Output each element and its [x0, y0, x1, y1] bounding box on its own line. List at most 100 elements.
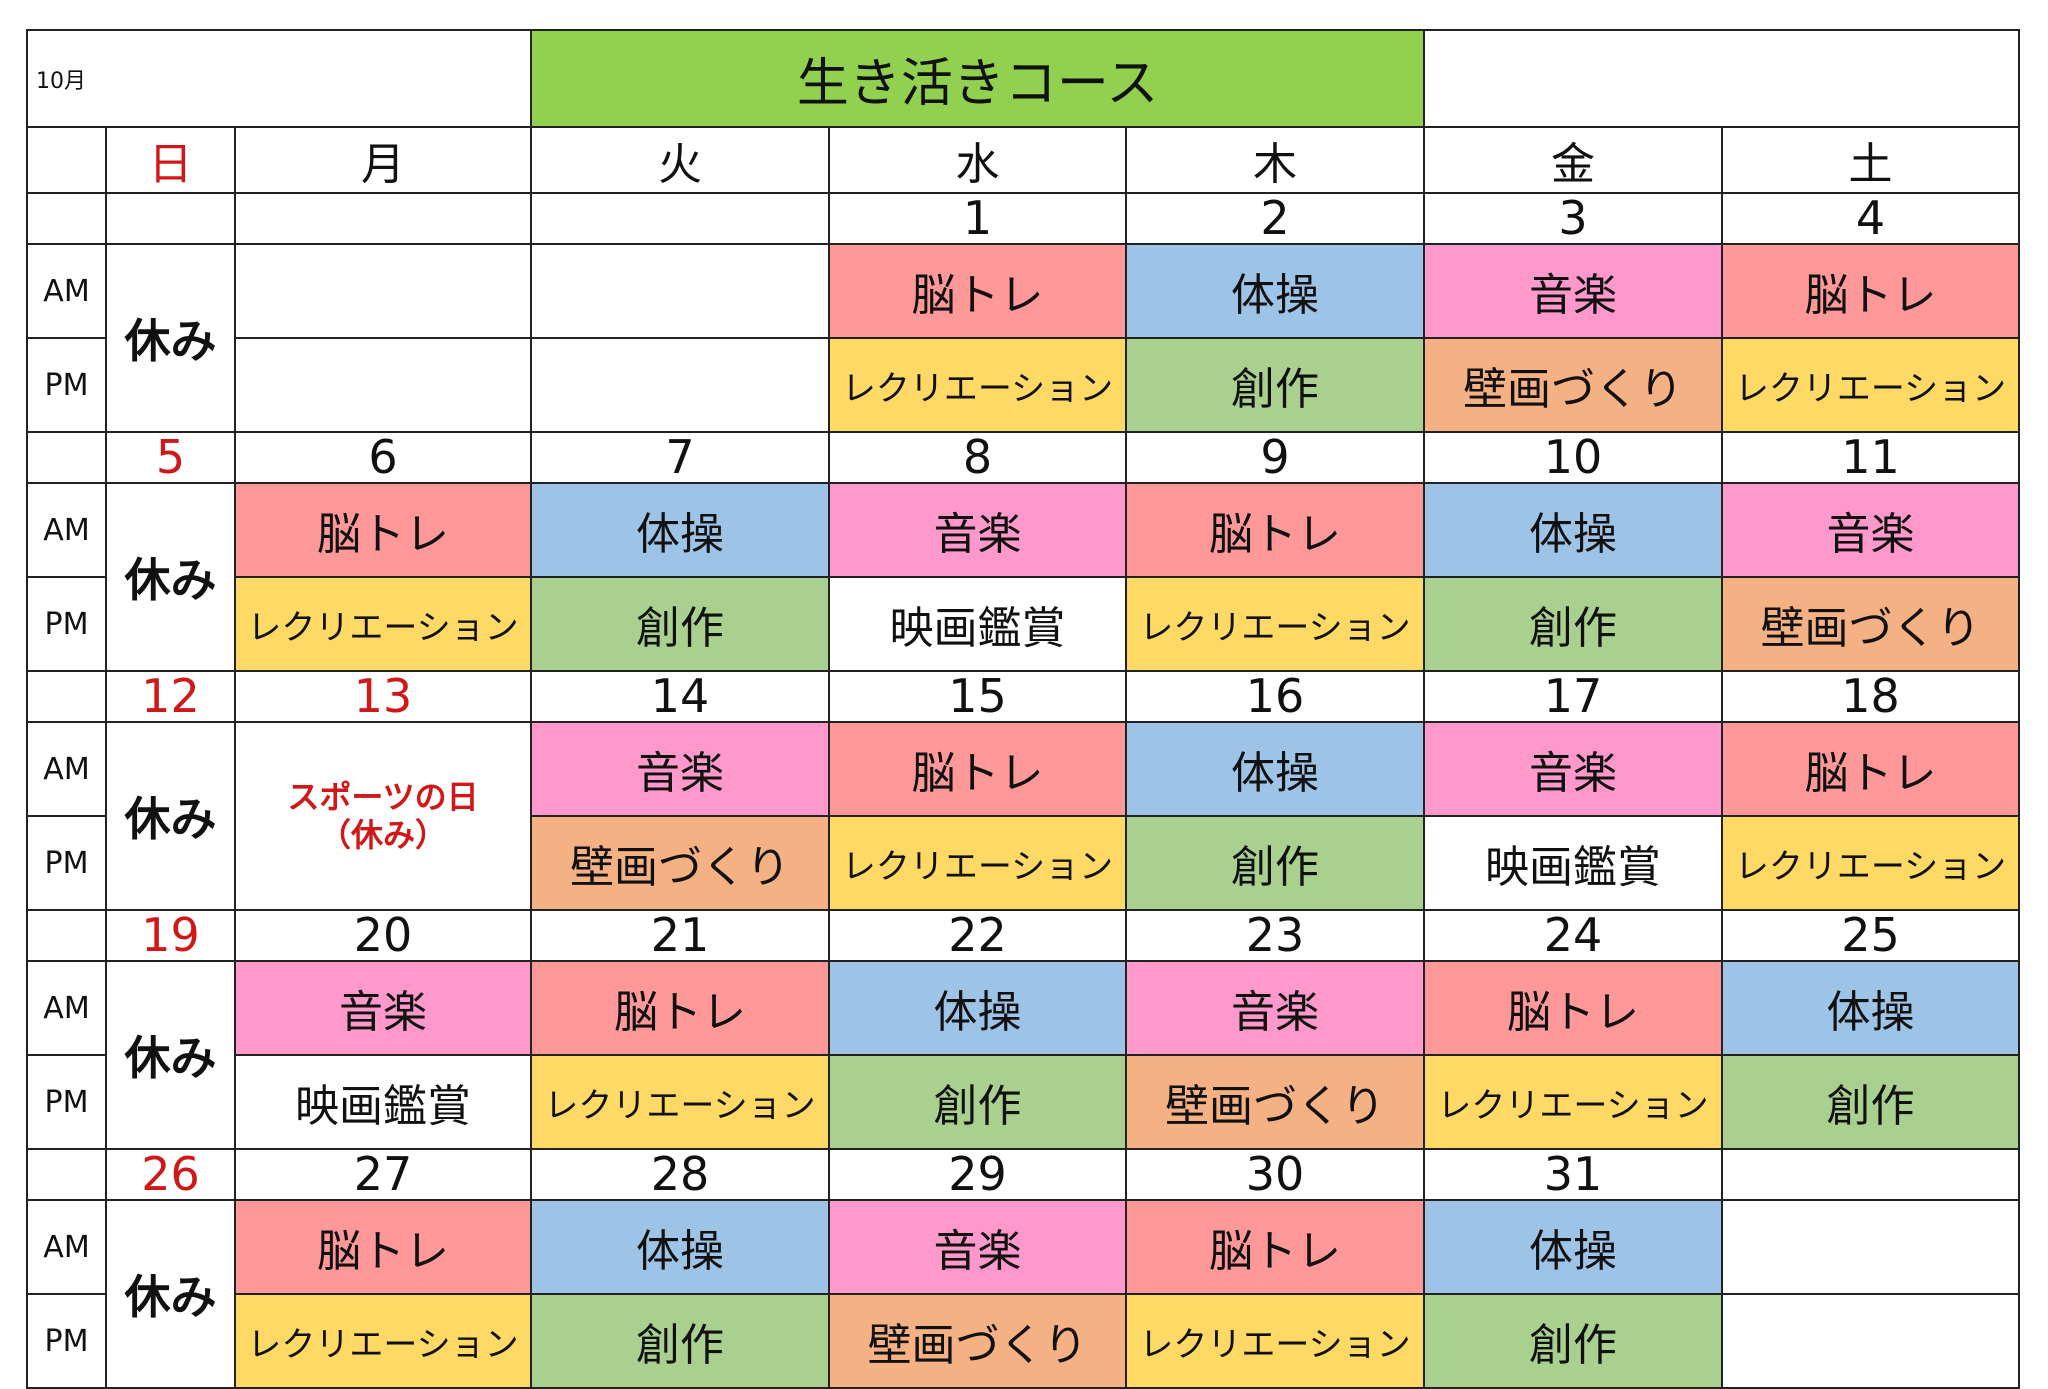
am-label: AM	[26, 243, 107, 339]
activity-pm: レクリエーション	[1423, 1054, 1724, 1150]
weekday-tue: 火	[530, 126, 830, 194]
activity-am: 音楽	[1423, 721, 1724, 817]
activity-pm: 創作	[530, 1293, 830, 1389]
week-am-row: AM 休み 音楽 脳トレ 体操 音楽 脳トレ 体操	[26, 960, 2021, 1150]
am-label: AM	[26, 482, 107, 578]
activity-am: 体操	[530, 482, 830, 578]
pm-label: PM	[26, 337, 107, 433]
date-label-blank	[26, 192, 107, 245]
activity-am: 脳トレ	[530, 960, 830, 1056]
activity-pm: レクリエーション	[234, 576, 532, 672]
sunday-rest: 休み	[105, 243, 236, 433]
activity-am: 脳トレ	[1124, 482, 1426, 578]
activity-pm: 壁画づくり	[1721, 576, 2021, 672]
sunday-rest: 休み	[105, 721, 236, 911]
activity-pm: レクリエーション	[1124, 576, 1426, 672]
weekday-wed: 水	[828, 126, 1127, 194]
week-pm-row: PM レクリエーション 創作 映画鑑賞 レクリエーション 創作 壁画づくり	[26, 576, 2021, 672]
pm-label: PM	[26, 815, 107, 911]
activity-pm: レクリエーション	[234, 1293, 532, 1389]
calendar-table: 10月 生き活きコース 日 月 火 水 木 金 土 1 2 3 4 AM 休み 脳トレ 体操音…	[26, 29, 2021, 1389]
day-number: 17	[1423, 670, 1724, 723]
activity-pm: レクリエーション	[1124, 1293, 1426, 1389]
activity-pm: 創作	[828, 1054, 1127, 1150]
day-number: 6	[234, 431, 532, 484]
week-am-row: AM 休み 脳トレ 体操 音楽 脳トレ 体操 音楽	[26, 482, 2021, 672]
activity-am: 体操	[1124, 243, 1426, 339]
activity-am: 脳トレ	[1721, 243, 2021, 339]
day-number: 29	[828, 1148, 1127, 1201]
day-number: 7	[530, 431, 830, 484]
date-label-blank	[26, 431, 107, 484]
activity-pm: レクリエーション	[1721, 337, 2021, 433]
week-date-row: 5 6 7 8 9 10 11	[26, 431, 2021, 484]
day-number: 8	[828, 431, 1127, 484]
weekday-mon: 月	[234, 126, 532, 194]
sunday-rest: 休み	[105, 482, 236, 672]
day-number: 20	[234, 909, 532, 962]
activity-am: 脳トレ	[234, 1199, 532, 1295]
day-number: 31	[1423, 1148, 1724, 1201]
week-pm-row: PM 映画鑑賞 レクリエーション 創作 壁画づくり レクリエーション 創作	[26, 1054, 2021, 1150]
holiday-note: （休み）	[318, 816, 447, 854]
day-number: 30	[1124, 1148, 1426, 1201]
course-title: 生き活きコース	[529, 29, 1426, 128]
empty-slot	[530, 337, 830, 433]
activity-am: 体操	[1423, 1199, 1724, 1295]
week-date-row: 19 20 21 22 23 24 25	[26, 909, 2021, 962]
sunday-rest: 休み	[105, 1199, 236, 1389]
weekday-header-row: 日 月 火 水 木 金 土	[26, 126, 2021, 194]
day-number: 25	[1721, 909, 2021, 962]
day-number: 11	[1721, 431, 2021, 484]
header-blank	[26, 126, 107, 194]
activity-am: 音楽	[1124, 960, 1426, 1056]
activity-pm: レクリエーション	[530, 1054, 830, 1150]
weekday-thu: 木	[1124, 126, 1426, 194]
title-blank	[1423, 29, 2021, 128]
empty-slot	[234, 337, 532, 433]
activity-am: 脳トレ	[1124, 1199, 1426, 1295]
activity-am: 体操	[828, 960, 1127, 1056]
activity-am: 体操	[1423, 482, 1724, 578]
day-number: 9	[1124, 431, 1426, 484]
activity-pm: レクリエーション	[828, 337, 1127, 433]
day-number	[234, 192, 532, 245]
day-number: 1	[828, 192, 1127, 245]
activity-pm: レクリエーション	[828, 815, 1127, 911]
day-number: 12	[105, 670, 236, 723]
holiday-name: スポーツの日	[287, 778, 479, 816]
activity-am: 体操	[1721, 960, 2021, 1056]
day-number: 18	[1721, 670, 2021, 723]
week-am-row: AM 休み 脳トレ 体操 音楽 脳トレ	[26, 243, 2021, 433]
activity-am: 音楽	[828, 1199, 1127, 1295]
week-pm-row: PM レクリエーション 創作 壁画づくり レクリエーション	[26, 337, 2021, 433]
activity-am: 体操	[1124, 721, 1426, 817]
activity-am: 音楽	[828, 482, 1127, 578]
activity-pm: 壁画づくり	[530, 815, 830, 911]
date-label-blank	[26, 670, 107, 723]
activity-am: 脳トレ	[234, 482, 532, 578]
empty-slot	[530, 243, 830, 339]
activity-pm: 創作	[1124, 337, 1426, 433]
title-row: 10月 生き活きコース	[26, 29, 2021, 128]
activity-am: 脳トレ	[828, 243, 1127, 339]
day-number: 16	[1124, 670, 1426, 723]
pm-label: PM	[26, 576, 107, 672]
activity-pm: 映画鑑賞	[1423, 815, 1724, 911]
day-number	[105, 192, 236, 245]
day-number: 27	[234, 1148, 532, 1201]
day-number: 21	[530, 909, 830, 962]
activity-am: 音楽	[1721, 482, 2021, 578]
activity-pm: 創作	[1423, 576, 1724, 672]
activity-pm: 壁画づくり	[1124, 1054, 1426, 1150]
day-number: 14	[530, 670, 830, 723]
day-number: 24	[1423, 909, 1724, 962]
activity-am: 体操	[530, 1199, 830, 1295]
sunday-rest: 休み	[105, 960, 236, 1150]
day-number: 22	[828, 909, 1127, 962]
pm-label: PM	[26, 1293, 107, 1389]
activity-pm: 創作	[1124, 815, 1426, 911]
empty-slot	[234, 243, 532, 339]
activity-pm: 創作	[1423, 1293, 1724, 1389]
day-number: 5	[105, 431, 236, 484]
